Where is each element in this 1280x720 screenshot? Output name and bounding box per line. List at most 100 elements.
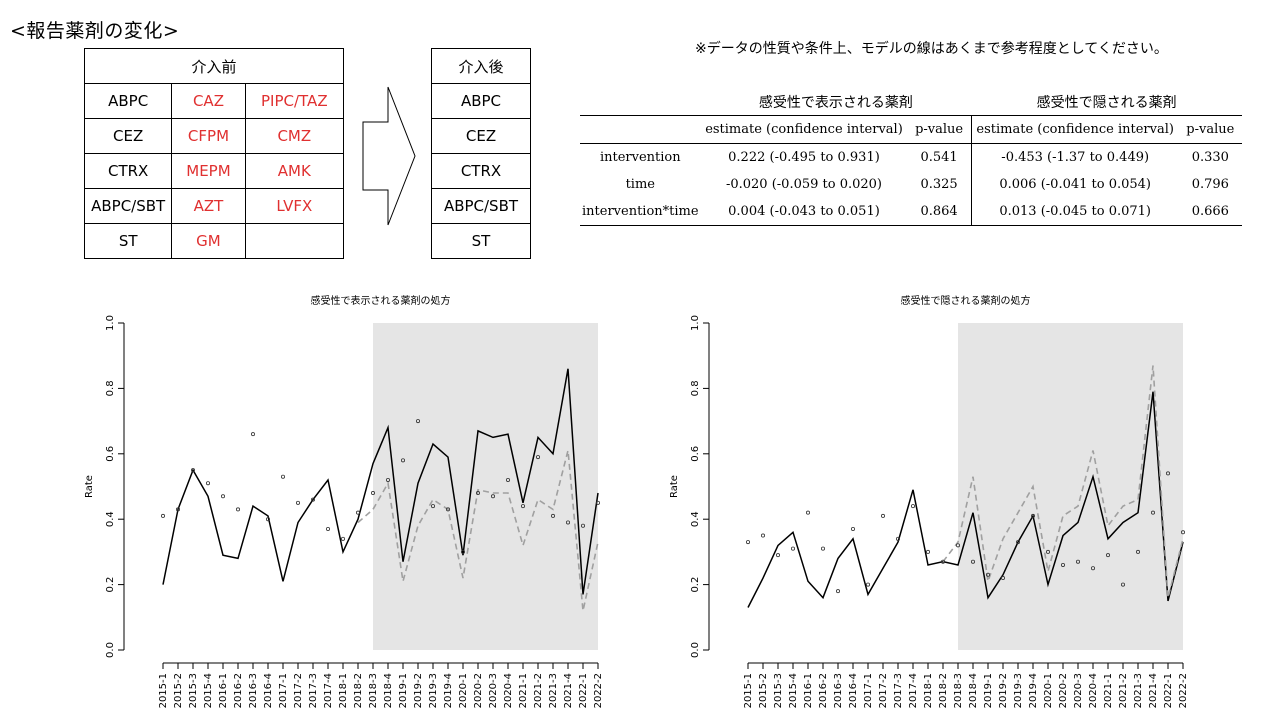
x-tick-label: 2021-2 [1118, 673, 1129, 708]
observed-point [850, 527, 855, 532]
observed-point [1030, 513, 1035, 518]
observed-point [490, 494, 495, 499]
p-value-cell: 0.541 [907, 143, 972, 171]
counterfactual-model-line [942, 365, 1184, 598]
observed-point [400, 458, 405, 463]
x-tick-label: 2022-1 [1163, 673, 1174, 708]
x-tick-label: 2020-4 [1088, 673, 1099, 708]
observed-point [805, 510, 810, 515]
observed-point [985, 572, 990, 577]
before-drug-cell-empty [244, 223, 345, 259]
observed-point [776, 553, 781, 558]
before-drug-cell: CEZ [83, 118, 173, 154]
group-header-shown: 感受性で表示される薬剤 [758, 95, 913, 111]
x-tick-label: 2017-4 [908, 673, 919, 708]
before-drug-cell-hidden: CAZ [171, 83, 246, 119]
x-tick-label: 2017-2 [293, 673, 304, 708]
chart-title: 感受性で隠される薬剤の処方 [901, 294, 1031, 307]
x-tick-label: 2018-2 [353, 673, 364, 708]
before-drug-cell-hidden: CFPM [171, 118, 246, 154]
before-drug-cell: ABPC/SBT [83, 188, 173, 224]
observed-point [1135, 549, 1140, 554]
estimate-cell: -0.453 (-1.37 to 0.449) [1001, 150, 1150, 165]
x-tick-label: 2018-1 [923, 673, 934, 708]
observed-point [191, 468, 196, 473]
observed-point [565, 520, 570, 525]
p-value-cell: 0.666 [1178, 198, 1242, 226]
x-tick-label: 2015-3 [773, 673, 784, 708]
after-drug-cell: ST [431, 223, 531, 259]
observed-point [220, 494, 225, 499]
x-tick-label: 2019-3 [428, 673, 439, 708]
observed-point [1045, 549, 1050, 554]
observed-point [761, 533, 766, 538]
x-tick-label: 2020-4 [503, 673, 514, 708]
observed-point [385, 477, 390, 482]
observed-point [895, 536, 900, 541]
observed-point [580, 523, 585, 528]
estimate-cell: 0.006 (-0.041 to 0.054) [999, 177, 1151, 192]
observed-point [835, 589, 840, 594]
observed-point [820, 546, 825, 551]
x-tick-label: 2020-3 [488, 673, 499, 708]
x-tick-label: 2016-4 [263, 673, 274, 708]
before-drug-cell-hidden: LVFX [244, 188, 345, 224]
observed-point [1105, 553, 1110, 558]
before-drug-cell-hidden: PIPC/TAZ [244, 83, 345, 119]
y-tick-label: 0.4 [105, 511, 116, 527]
estimate-cell: 0.222 (-0.495 to 0.931) [728, 150, 880, 165]
x-tick-label: 2019-4 [443, 673, 454, 708]
x-tick-label: 2016-3 [833, 673, 844, 708]
observed-point [535, 455, 540, 460]
x-tick-label: 2017-4 [323, 673, 334, 708]
observed-point [746, 540, 751, 545]
observed-point [430, 504, 435, 509]
x-tick-label: 2020-3 [1073, 673, 1084, 708]
p-value-cell: 0.864 [907, 198, 972, 226]
x-tick-label: 2017-2 [878, 673, 889, 708]
x-tick-label: 2017-3 [308, 673, 319, 708]
observed-point [340, 536, 345, 541]
x-tick-label: 2015-1 [743, 673, 754, 708]
x-tick-label: 2016-1 [218, 673, 229, 708]
x-tick-label: 2022-1 [578, 673, 589, 708]
x-tick-label: 2016-2 [233, 673, 244, 708]
y-tick-label: 0.0 [105, 642, 116, 658]
after-drug-cell: ABPC/SBT [431, 188, 531, 224]
x-tick-label: 2021-3 [1133, 673, 1144, 708]
estimate-cell: 0.004 (-0.043 to 0.051) [700, 198, 908, 226]
observed-point [596, 500, 601, 505]
observed-point [310, 497, 315, 502]
x-tick-label: 2016-4 [848, 673, 859, 708]
x-tick-label: 2019-1 [983, 673, 994, 708]
y-tick-label: 0.6 [690, 446, 701, 462]
before-drug-cell-hidden: CMZ [244, 118, 345, 154]
y-tick-label: 0.8 [105, 380, 116, 396]
observed-point [1000, 576, 1005, 581]
x-tick-label: 2018-3 [368, 673, 379, 708]
x-tick-label: 2017-1 [863, 673, 874, 708]
x-tick-label: 2019-2 [998, 673, 1009, 708]
observed-point [1165, 471, 1170, 476]
before-drug-cell: ST [83, 223, 173, 259]
x-tick-label: 2020-1 [458, 673, 469, 708]
x-tick-label: 2018-4 [968, 673, 979, 708]
observed-point [865, 582, 870, 587]
observed-point [1075, 559, 1080, 564]
before-drug-cell: ABPC [83, 83, 173, 119]
p-value-cell: 0.325 [907, 171, 972, 198]
before-drug-cell-hidden: MEPM [171, 153, 246, 189]
x-tick-label: 2019-1 [398, 673, 409, 708]
observed-point [415, 419, 420, 424]
observed-point [1120, 582, 1125, 587]
intervention-period-shade [958, 323, 1183, 650]
x-tick-label: 2016-3 [248, 673, 259, 708]
x-tick-label: 2018-1 [338, 673, 349, 708]
y-tick-label: 0.6 [105, 446, 116, 462]
x-tick-label: 2015-4 [203, 673, 214, 708]
before-intervention-table: 介入前 ABPC CAZ PIPC/TAZ CEZ CFPM CMZ CTRX … [83, 48, 345, 259]
estimate-cell: 0.013 (-0.045 to 0.071) [971, 198, 1179, 226]
observed-point [1015, 540, 1020, 545]
chart-shown-drugs: 感受性で表示される薬剤の処方 0.0 0.2 0.4 0.6 0.8 1.0 Rate 2015… [84, 294, 604, 708]
y-axis-label: Rate [84, 475, 95, 498]
